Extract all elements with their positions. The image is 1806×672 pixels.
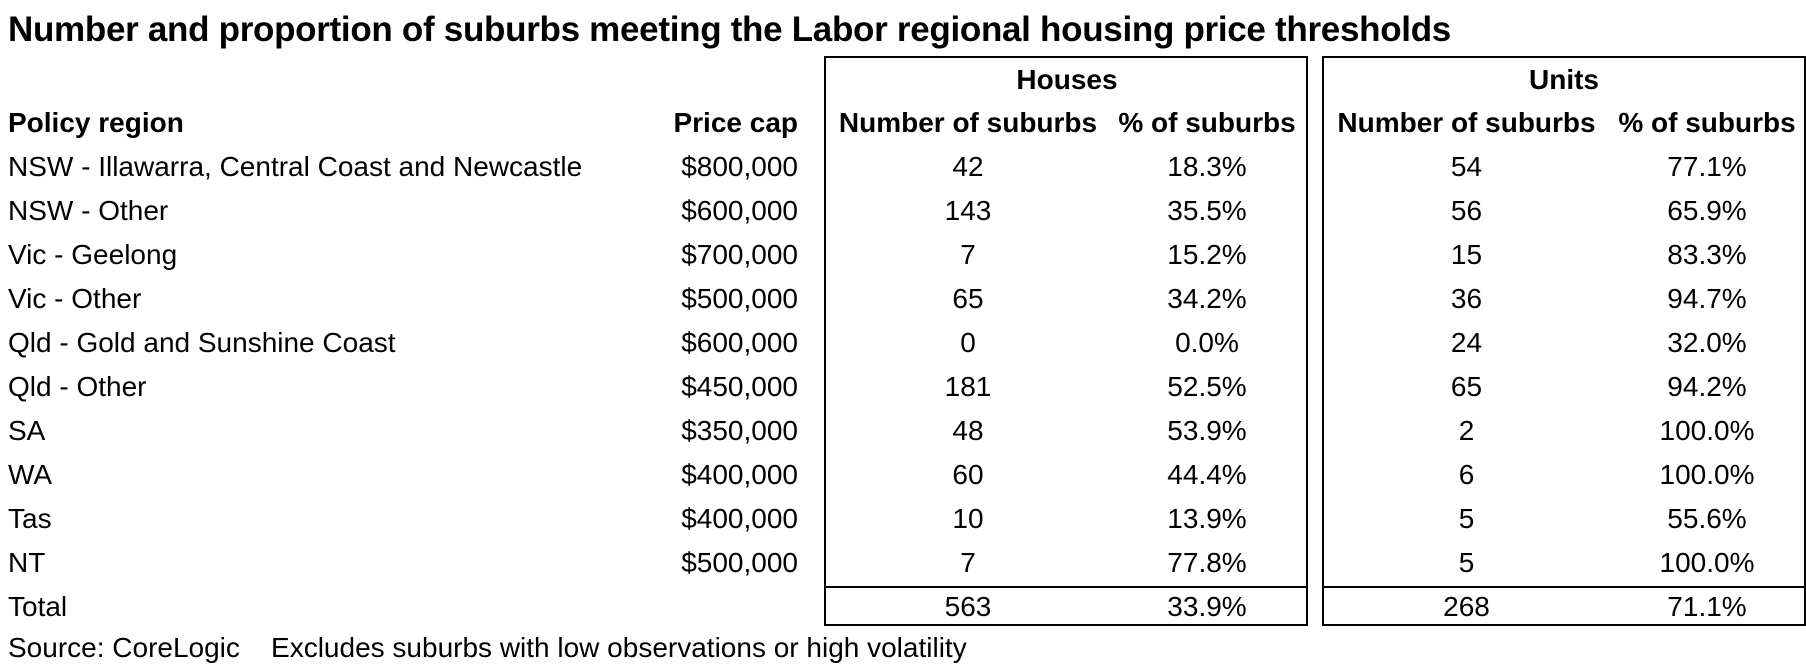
table-cell: 53.9%: [1167, 415, 1247, 446]
total-cell: 268: [1443, 591, 1490, 622]
units-border-left: [1322, 56, 1324, 626]
table-cell: SA: [8, 415, 46, 446]
table-cell: 15: [1450, 239, 1483, 270]
table-cell: 35.5%: [1167, 195, 1247, 226]
table-cell: Vic - Geelong: [8, 239, 178, 270]
table-cell: 7: [960, 239, 976, 270]
table-cell: 5: [1458, 503, 1475, 534]
table-cell: Tas: [8, 503, 52, 534]
table-cell: Qld - Gold and Sunshine Coast: [8, 327, 396, 358]
table-cell: 77.8%: [1167, 547, 1247, 578]
source-label: Source: CoreLogic: [8, 632, 240, 663]
column-header-3: % of suburbs: [1118, 107, 1296, 138]
table-cell: 83.3%: [1667, 239, 1747, 270]
table-cell: $400,000: [681, 459, 798, 490]
table-cell: WA: [8, 459, 53, 490]
chart-title: Number and proportion of suburbs meeting…: [8, 10, 1451, 49]
table-cell: $800,000: [681, 151, 798, 182]
table-cell: NSW - Other: [8, 195, 169, 226]
table-cell: 36: [1450, 283, 1483, 314]
table-cell: $500,000: [681, 547, 798, 578]
table-cell: 181: [944, 371, 992, 402]
table-cell: 55.6%: [1667, 503, 1747, 534]
table-cell: $600,000: [681, 327, 798, 358]
houses-total-separator: [824, 586, 1308, 588]
table-cell: 94.2%: [1667, 371, 1747, 402]
table-cell: 143: [944, 195, 992, 226]
units-border-top: [1322, 56, 1806, 58]
houses-border-left: [824, 56, 826, 626]
table-cell: 2: [1458, 415, 1475, 446]
table-cell: $700,000: [681, 239, 798, 270]
total-cell: 563: [944, 591, 992, 622]
table-cell: 44.4%: [1167, 459, 1247, 490]
units-border-right: [1804, 56, 1806, 626]
table-cell: 94.7%: [1667, 283, 1747, 314]
units-border-bottom: [1322, 624, 1806, 626]
column-header-5: % of suburbs: [1618, 107, 1796, 138]
exclusion-note: Excludes suburbs with low observations o…: [271, 632, 967, 663]
table-cell: 65: [952, 283, 984, 314]
table-cell: 54: [1450, 151, 1483, 182]
table-cell: 100.0%: [1659, 459, 1755, 490]
table-cell: 52.5%: [1167, 371, 1247, 402]
table-cell: 77.1%: [1667, 151, 1747, 182]
table-cell: 100.0%: [1659, 415, 1755, 446]
table-cell: 24: [1450, 327, 1483, 358]
table-cell: 13.9%: [1167, 503, 1247, 534]
table-cell: Vic - Other: [8, 283, 142, 314]
table-cell: 65: [1450, 371, 1483, 402]
houses-border-bottom: [824, 624, 1308, 626]
table-cell: Qld - Other: [8, 371, 147, 402]
column-header-2: Number of suburbs: [838, 107, 1098, 138]
table-cell: $350,000: [681, 415, 798, 446]
table-cell: $500,000: [681, 283, 798, 314]
table-cell: 48: [952, 415, 984, 446]
houses-border-top: [824, 56, 1308, 58]
group-header-units: Units: [1529, 64, 1599, 95]
table-cell: 0: [960, 327, 976, 358]
table-cell: 5: [1458, 547, 1475, 578]
group-header-houses: Houses: [1016, 64, 1118, 95]
column-header-1: Price cap: [673, 107, 798, 138]
table-cell: 65.9%: [1667, 195, 1747, 226]
column-header-4: Number of suburbs: [1337, 107, 1596, 138]
table-cell: $600,000: [681, 195, 798, 226]
table-cell: 32.0%: [1667, 327, 1747, 358]
table-cell: 60: [952, 459, 984, 490]
source-note: Source: CoreLogic Excludes suburbs with …: [8, 631, 967, 665]
table-cell: 15.2%: [1167, 239, 1247, 270]
total-cell: 33.9%: [1167, 591, 1247, 622]
column-header-0: Policy region: [8, 107, 184, 138]
table-cell: 42: [952, 151, 984, 182]
total-cell: 71.1%: [1667, 591, 1747, 622]
table-cell: 6: [1458, 459, 1475, 490]
table-cell: 56: [1450, 195, 1483, 226]
table-cell: 34.2%: [1167, 283, 1247, 314]
table-cell: 7: [960, 547, 976, 578]
table-cell: 100.0%: [1659, 547, 1755, 578]
table-cell: 0.0%: [1175, 327, 1239, 358]
table-cell: $450,000: [681, 371, 798, 402]
total-label: Total: [8, 591, 68, 622]
table-cell: NT: [8, 547, 46, 578]
table-cell: NSW - Illawarra, Central Coast and Newca…: [8, 151, 583, 182]
table-cell: $400,000: [681, 503, 798, 534]
table-cell: 10: [952, 503, 984, 534]
units-total-separator: [1322, 586, 1806, 588]
table-cell: 18.3%: [1167, 151, 1247, 182]
houses-border-right: [1306, 56, 1308, 626]
